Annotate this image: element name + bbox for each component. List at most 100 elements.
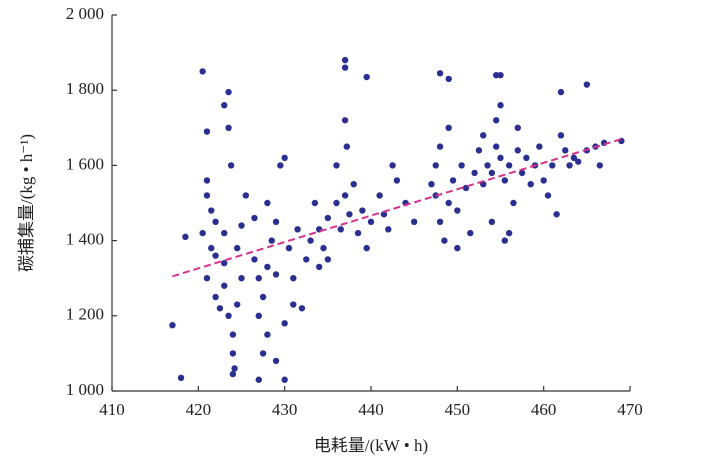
point <box>341 192 349 199</box>
point <box>277 162 284 169</box>
point <box>182 233 189 241</box>
point <box>225 312 232 319</box>
point <box>445 124 452 131</box>
point <box>177 374 185 382</box>
point <box>350 181 357 188</box>
point <box>549 162 556 169</box>
point <box>544 192 552 199</box>
point <box>436 218 444 225</box>
point <box>488 218 496 225</box>
point <box>251 256 258 263</box>
point <box>212 252 219 259</box>
point <box>255 376 262 383</box>
point <box>264 199 271 207</box>
point <box>488 169 496 177</box>
point <box>540 177 547 184</box>
point <box>501 237 509 244</box>
point <box>281 376 288 383</box>
point <box>445 75 452 83</box>
point <box>307 237 314 244</box>
y-tick-label: 2 000 <box>66 4 104 23</box>
point <box>389 162 396 169</box>
point <box>436 143 444 150</box>
point <box>227 162 235 169</box>
point <box>268 237 275 244</box>
point <box>341 117 349 124</box>
y-tick-label: 1 200 <box>66 305 104 324</box>
point <box>199 229 206 237</box>
point <box>363 73 370 81</box>
point <box>259 350 267 357</box>
point <box>221 282 228 289</box>
point <box>259 293 267 301</box>
point <box>480 132 487 139</box>
x-tick-label: 440 <box>358 400 384 419</box>
point <box>221 102 228 109</box>
point <box>203 128 211 135</box>
x-axis-label: 电耗量/(kW • h) <box>314 436 428 455</box>
point <box>229 370 237 378</box>
point <box>221 229 228 237</box>
x-tick-label: 430 <box>272 400 298 419</box>
point <box>445 199 452 207</box>
x-tick-label: 410 <box>99 400 125 419</box>
point <box>203 275 211 282</box>
x-tick-label: 450 <box>445 400 471 419</box>
point <box>393 177 401 184</box>
point <box>441 237 448 244</box>
point <box>467 229 474 237</box>
point <box>233 301 241 308</box>
point <box>570 154 578 162</box>
point <box>376 192 383 199</box>
point <box>290 301 297 308</box>
y-tick-label: 1 800 <box>66 79 104 98</box>
point <box>583 81 591 88</box>
point <box>251 214 258 222</box>
point <box>497 71 504 79</box>
point <box>324 214 332 222</box>
point <box>428 181 435 188</box>
point <box>203 192 211 199</box>
point <box>212 293 219 301</box>
point <box>294 226 301 233</box>
point <box>514 147 521 154</box>
point <box>238 222 245 229</box>
point <box>449 177 457 184</box>
trend-line <box>172 138 622 278</box>
point <box>553 211 560 218</box>
point <box>229 350 237 357</box>
point <box>341 56 349 64</box>
point <box>255 275 262 282</box>
point <box>216 305 224 312</box>
point <box>208 244 215 252</box>
point <box>316 263 323 271</box>
point <box>454 207 461 214</box>
x-tick-label: 470 <box>617 400 643 419</box>
x-tick-label: 420 <box>186 400 212 419</box>
point <box>557 88 565 96</box>
point <box>290 275 297 282</box>
point <box>501 177 509 184</box>
point <box>497 154 504 162</box>
point <box>367 218 375 225</box>
point <box>221 259 228 267</box>
point <box>333 162 340 169</box>
point <box>359 207 366 214</box>
point <box>285 244 293 252</box>
point <box>523 154 530 162</box>
point <box>354 229 362 237</box>
point <box>208 207 215 214</box>
point <box>337 226 344 233</box>
y-tick-label: 1 400 <box>66 230 104 249</box>
point <box>484 162 491 169</box>
point <box>436 70 444 77</box>
point <box>272 357 280 365</box>
point <box>272 271 280 278</box>
point <box>242 192 250 199</box>
point <box>518 169 526 177</box>
point <box>281 320 288 327</box>
point <box>363 244 370 252</box>
point <box>505 162 513 169</box>
point <box>343 143 351 150</box>
